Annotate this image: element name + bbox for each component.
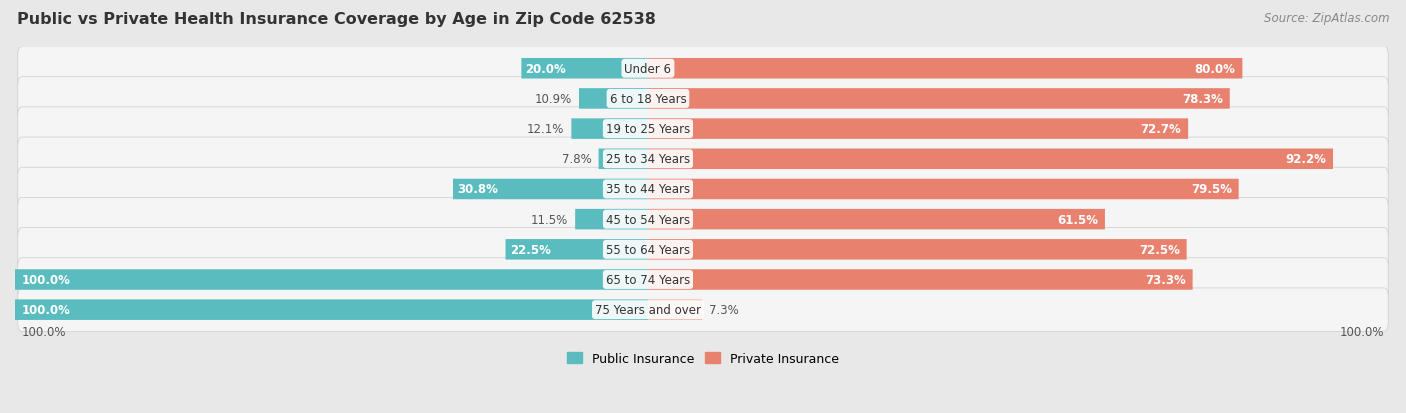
Text: 72.5%: 72.5% [1139,243,1180,256]
Text: 35 to 44 Years: 35 to 44 Years [606,183,690,196]
Text: 19 to 25 Years: 19 to 25 Years [606,123,690,136]
FancyBboxPatch shape [18,108,1388,151]
Text: 11.5%: 11.5% [531,213,568,226]
Text: Source: ZipAtlas.com: Source: ZipAtlas.com [1264,12,1389,25]
Text: 72.7%: 72.7% [1140,123,1181,136]
FancyBboxPatch shape [18,288,1388,332]
FancyBboxPatch shape [571,119,648,140]
Text: 79.5%: 79.5% [1191,183,1232,196]
Text: 73.3%: 73.3% [1144,273,1185,286]
Text: 78.3%: 78.3% [1182,93,1223,106]
Text: 45 to 54 Years: 45 to 54 Years [606,213,690,226]
Text: 25 to 34 Years: 25 to 34 Years [606,153,690,166]
Text: 30.8%: 30.8% [457,183,498,196]
FancyBboxPatch shape [18,228,1388,271]
Text: 10.9%: 10.9% [534,93,572,106]
FancyBboxPatch shape [648,59,1243,79]
Legend: Public Insurance, Private Insurance: Public Insurance, Private Insurance [567,352,839,365]
FancyBboxPatch shape [18,138,1388,181]
Text: Public vs Private Health Insurance Coverage by Age in Zip Code 62538: Public vs Private Health Insurance Cover… [17,12,655,27]
FancyBboxPatch shape [648,240,1187,260]
FancyBboxPatch shape [15,300,648,320]
Text: 65 to 74 Years: 65 to 74 Years [606,273,690,286]
FancyBboxPatch shape [579,89,648,109]
Text: 100.0%: 100.0% [22,304,70,316]
FancyBboxPatch shape [18,198,1388,241]
FancyBboxPatch shape [15,270,648,290]
FancyBboxPatch shape [18,47,1388,91]
FancyBboxPatch shape [648,270,1192,290]
Text: 7.8%: 7.8% [562,153,592,166]
FancyBboxPatch shape [648,119,1188,140]
FancyBboxPatch shape [506,240,648,260]
FancyBboxPatch shape [522,59,648,79]
Text: Under 6: Under 6 [624,63,672,76]
FancyBboxPatch shape [648,149,1333,170]
FancyBboxPatch shape [18,258,1388,301]
Text: 6 to 18 Years: 6 to 18 Years [610,93,686,106]
FancyBboxPatch shape [18,168,1388,211]
Text: 75 Years and over: 75 Years and over [595,304,702,316]
FancyBboxPatch shape [648,179,1239,200]
Text: 100.0%: 100.0% [22,273,70,286]
Text: 55 to 64 Years: 55 to 64 Years [606,243,690,256]
Text: 80.0%: 80.0% [1195,63,1236,76]
FancyBboxPatch shape [599,149,648,170]
FancyBboxPatch shape [648,209,1105,230]
Text: 100.0%: 100.0% [22,325,66,338]
Text: 20.0%: 20.0% [526,63,567,76]
FancyBboxPatch shape [648,300,702,320]
Text: 100.0%: 100.0% [1340,325,1384,338]
Text: 61.5%: 61.5% [1057,213,1098,226]
Text: 12.1%: 12.1% [527,123,564,136]
FancyBboxPatch shape [648,89,1230,109]
Text: 22.5%: 22.5% [509,243,551,256]
Text: 92.2%: 92.2% [1285,153,1326,166]
FancyBboxPatch shape [18,78,1388,121]
FancyBboxPatch shape [453,179,648,200]
Text: 7.3%: 7.3% [709,304,738,316]
FancyBboxPatch shape [575,209,648,230]
